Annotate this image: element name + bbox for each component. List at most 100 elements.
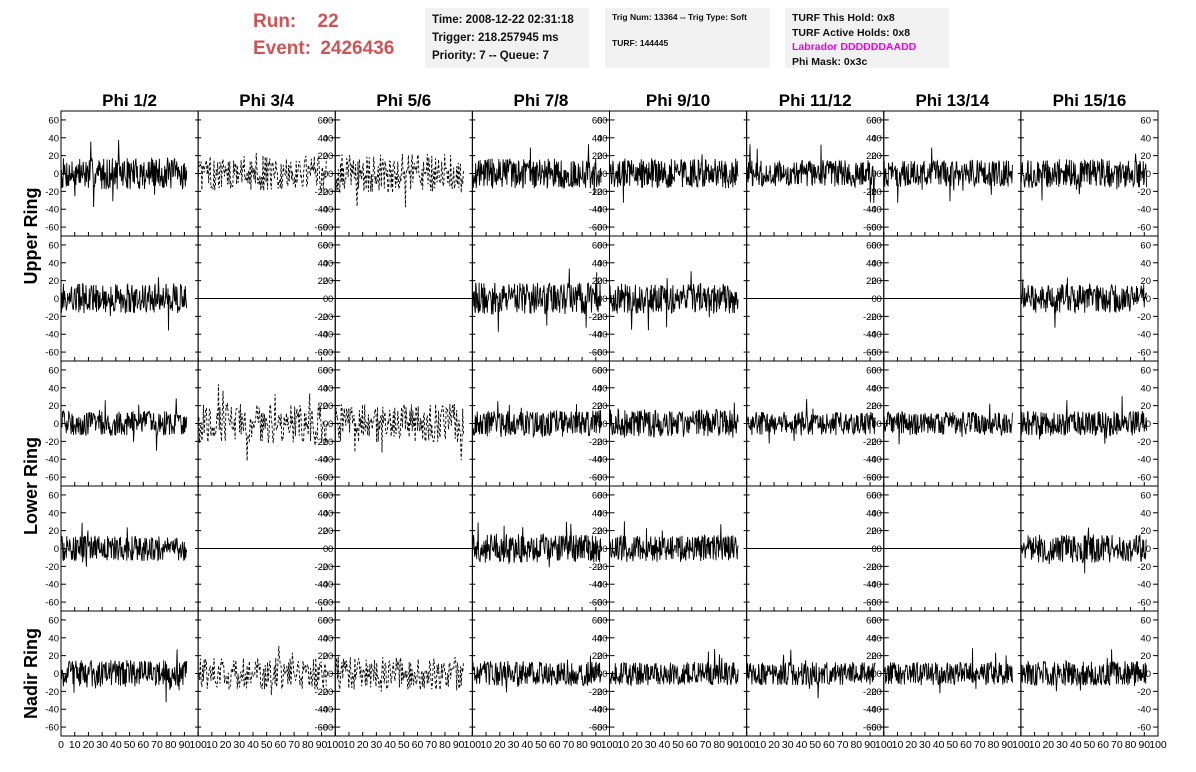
y-tick-label: -40 bbox=[45, 330, 59, 341]
y-tick-label: 20 bbox=[48, 401, 59, 412]
y-tick-label: -60 bbox=[1137, 223, 1151, 234]
waveform-trace bbox=[334, 656, 464, 692]
x-tick-label: 30 bbox=[508, 739, 520, 751]
y-tick-label: -60 bbox=[320, 723, 334, 734]
y-tick-label: -60 bbox=[1137, 348, 1151, 359]
waveform-trace bbox=[746, 649, 876, 699]
y-tick-label: 60 bbox=[1140, 115, 1151, 126]
waveform-trace bbox=[609, 271, 739, 331]
x-tick-label: 60 bbox=[137, 739, 149, 751]
y-tick-label: -20 bbox=[320, 562, 334, 573]
y-tick-label: -20 bbox=[45, 187, 59, 198]
waveform-trace bbox=[471, 655, 602, 693]
y-tick-label: 20 bbox=[48, 651, 59, 662]
x-tick-label: 90 bbox=[316, 739, 328, 751]
y-tick-label: 40 bbox=[48, 633, 59, 644]
y-tick-label: -20 bbox=[863, 312, 877, 323]
x-tick-label: 90 bbox=[453, 739, 465, 751]
y-tick-label: -40 bbox=[868, 580, 882, 591]
x-tick-label: 80 bbox=[988, 739, 1000, 751]
y-tick-label: -20 bbox=[589, 687, 603, 698]
x-tick-label: 100 bbox=[738, 739, 756, 751]
ring-label-2: Lower Ring bbox=[21, 437, 41, 535]
y-tick-label: 20 bbox=[318, 526, 329, 537]
x-tick-label: 60 bbox=[823, 739, 835, 751]
y-tick-label: -40 bbox=[1137, 330, 1151, 341]
turf-hold-text: TURF This Hold: 0x8 bbox=[792, 12, 895, 24]
x-tick-label: 10 bbox=[480, 739, 492, 751]
x-tick-label: 100 bbox=[875, 739, 893, 751]
x-tick-label: 40 bbox=[659, 739, 671, 751]
y-tick-label: 60 bbox=[592, 365, 603, 376]
y-tick-label: 60 bbox=[592, 615, 603, 626]
waveform-trace bbox=[1020, 649, 1148, 692]
y-tick-label: -60 bbox=[594, 473, 608, 484]
phi-header-8: Phi 15/16 bbox=[1053, 91, 1127, 110]
waveform-trace bbox=[746, 144, 876, 203]
x-tick-label: 100 bbox=[464, 739, 482, 751]
y-tick-label: 0 bbox=[1146, 544, 1151, 555]
y-tick-label: 0 bbox=[323, 169, 328, 180]
y-tick-label: 20 bbox=[866, 526, 877, 537]
x-tick-label: 20 bbox=[83, 739, 95, 751]
y-tick-label: -60 bbox=[589, 473, 603, 484]
y-tick-label: -60 bbox=[589, 223, 603, 234]
y-tick-label: 20 bbox=[1140, 276, 1151, 287]
x-tick-label: 100 bbox=[1012, 739, 1030, 751]
y-tick-label: 60 bbox=[871, 490, 882, 501]
y-tick-label: -40 bbox=[45, 705, 59, 716]
y-tick-label: 20 bbox=[866, 276, 877, 287]
y-tick-label: 60 bbox=[48, 365, 59, 376]
waveform-trace bbox=[472, 144, 602, 195]
y-tick-label: 0 bbox=[871, 544, 876, 555]
y-tick-label: 0 bbox=[602, 669, 607, 680]
x-tick-label: 70 bbox=[563, 739, 575, 751]
x-tick-label: 60 bbox=[686, 739, 698, 751]
y-tick-label: 40 bbox=[597, 258, 608, 269]
y-tick-label: 20 bbox=[323, 276, 334, 287]
y-tick-label: -40 bbox=[589, 580, 603, 591]
y-tick-label: -60 bbox=[1137, 598, 1151, 609]
x-tick-label: 20 bbox=[905, 739, 917, 751]
phi-header-2: Phi 3/4 bbox=[239, 91, 294, 110]
y-tick-label: 0 bbox=[1146, 294, 1151, 305]
y-tick-label: -40 bbox=[589, 455, 603, 466]
y-tick-label: -20 bbox=[589, 187, 603, 198]
waveform-trace bbox=[60, 139, 188, 208]
y-tick-label: 20 bbox=[871, 151, 882, 162]
y-tick-label: 60 bbox=[866, 240, 877, 251]
y-tick-label: 40 bbox=[866, 258, 877, 269]
x-tick-label: 30 bbox=[782, 739, 794, 751]
labrador-text: Labrador DDDDDDAADD bbox=[792, 41, 917, 53]
y-tick-label: -20 bbox=[320, 312, 334, 323]
y-tick-label: 0 bbox=[602, 419, 607, 430]
y-tick-label: -40 bbox=[868, 205, 882, 216]
x-tick-label: 80 bbox=[439, 739, 451, 751]
x-tick-label: 60 bbox=[275, 739, 287, 751]
y-tick-label: -40 bbox=[594, 580, 608, 591]
y-tick-label: 40 bbox=[1140, 383, 1151, 394]
y-tick-label: -20 bbox=[45, 687, 59, 698]
run-value: 22 bbox=[317, 11, 339, 32]
event-value: 2426436 bbox=[320, 38, 395, 59]
waveform-trace bbox=[471, 401, 602, 439]
x-tick-label: 50 bbox=[809, 739, 821, 751]
phi-header-3: Phi 5/6 bbox=[376, 91, 431, 110]
y-tick-label: -40 bbox=[45, 580, 59, 591]
phi-header-5: Phi 9/10 bbox=[646, 91, 710, 110]
x-tick-label: 40 bbox=[1070, 739, 1082, 751]
x-tick-label: 20 bbox=[220, 739, 232, 751]
waveform-trace bbox=[471, 521, 602, 568]
y-tick-label: -60 bbox=[320, 223, 334, 234]
y-tick-label: 0 bbox=[54, 294, 59, 305]
phi-header-6: Phi 11/12 bbox=[779, 91, 852, 110]
x-tick-label: 50 bbox=[535, 739, 547, 751]
y-tick-label: 40 bbox=[48, 133, 59, 144]
y-tick-label: 20 bbox=[866, 651, 877, 662]
x-tick-label: 30 bbox=[96, 739, 108, 751]
y-tick-label: 20 bbox=[318, 651, 329, 662]
y-tick-label: -40 bbox=[45, 205, 59, 216]
y-tick-label: 0 bbox=[54, 169, 59, 180]
waveform-trace bbox=[471, 268, 602, 332]
